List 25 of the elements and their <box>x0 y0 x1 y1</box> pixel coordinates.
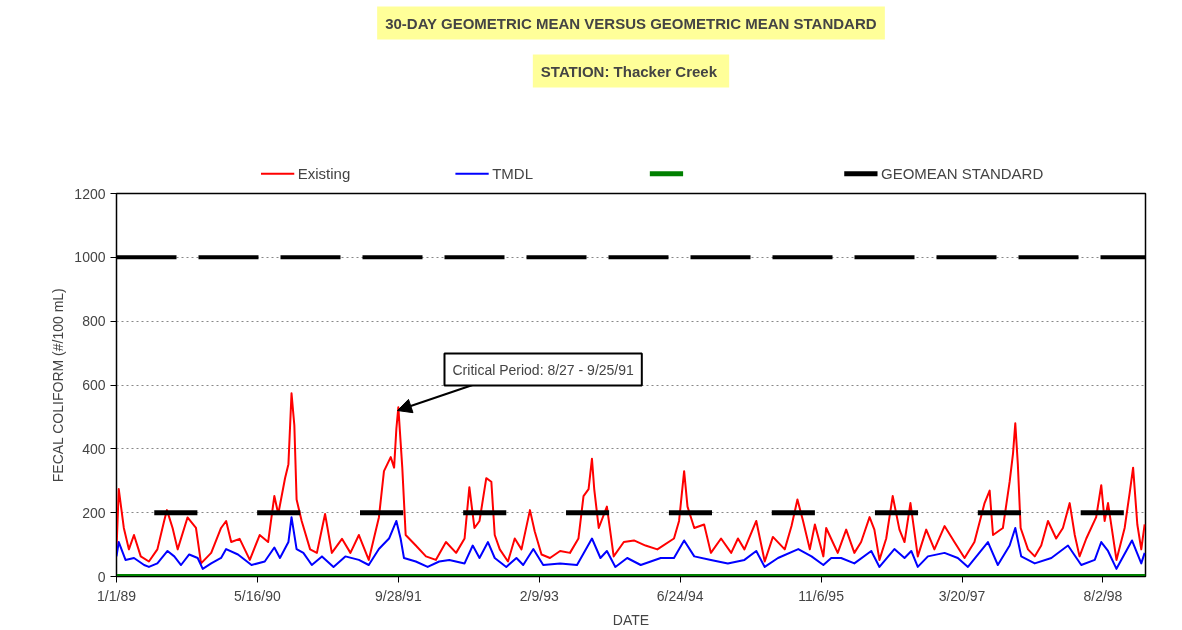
x-tick-label: 11/6/95 <box>798 587 845 604</box>
y-tick-label: 200 <box>82 504 106 521</box>
x-tick-label: 8/2/98 <box>1083 587 1123 604</box>
y-tick-label: 1000 <box>74 249 106 266</box>
line-series <box>116 516 1146 570</box>
x-tick-label: 1/1/89 <box>97 587 137 604</box>
x-tick-label: 3/20/97 <box>938 587 986 604</box>
chart-title: 30-DAY GEOMETRIC MEAN VERSUS GEOMETRIC MEAN STANDARD <box>385 14 877 32</box>
line-series <box>116 392 1146 565</box>
x-tick-label: 6/24/94 <box>656 587 704 604</box>
y-tick-label: 1200 <box>74 185 106 202</box>
annotation: Critical Period: 8/27 - 9/25/91 <box>452 361 635 378</box>
x-axis-title: DATE <box>612 611 650 628</box>
legend-label: TMDL <box>492 165 534 183</box>
x-tick-label: 9/28/91 <box>374 587 422 604</box>
legend-label: Existing <box>297 165 351 183</box>
y-tick-label: 400 <box>82 440 106 457</box>
y-tick-label: 800 <box>82 313 106 330</box>
x-tick-label: 5/16/90 <box>234 587 281 604</box>
y-tick-label: 0 <box>97 568 106 585</box>
legend-label: GEOMEAN STANDARD <box>881 165 1044 183</box>
x-tick-label: 2/9/93 <box>519 587 559 604</box>
y-tick-label: 600 <box>82 377 106 393</box>
y-axis-title: FECAL COLIFORM (#/100 mL) <box>50 288 67 483</box>
chart-subtitle: STATION: Thacker Creek <box>540 62 718 80</box>
